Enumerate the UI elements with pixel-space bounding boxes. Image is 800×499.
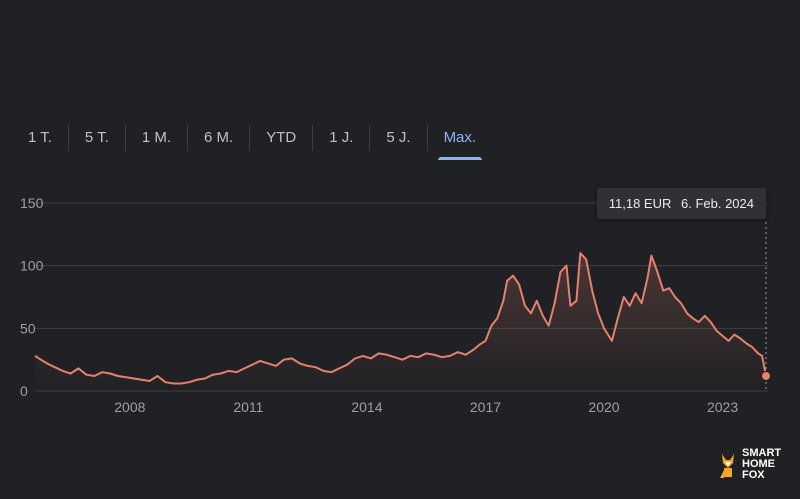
tab-range[interactable]: YTD: [266, 129, 297, 146]
logo-line-1: SMART: [742, 447, 782, 459]
price-tooltip: 11,18 EUR 6. Feb. 2024: [596, 188, 766, 219]
tab-range[interactable]: 5 J.: [386, 129, 411, 146]
logo-line-3: FOX: [742, 469, 765, 481]
smarthomefox-logo: SMART HOME FOX: [718, 448, 781, 481]
tooltip-date: 6. Feb. 2024: [681, 196, 754, 211]
tab-range[interactable]: 1 J.: [329, 129, 354, 146]
tab-separator: [67, 125, 69, 151]
tab-range[interactable]: 5 T.: [84, 129, 109, 146]
y-tick-label: 50: [20, 320, 36, 336]
x-tick-label: 2014: [351, 399, 382, 415]
logo-line-2: HOME: [742, 458, 775, 470]
x-tick-label: 2017: [470, 399, 501, 415]
x-tick-label: 2020: [588, 399, 619, 415]
tab-range[interactable]: 6 M.: [204, 129, 234, 146]
tab-range[interactable]: Max.: [428, 122, 493, 160]
x-tick-label: 2023: [707, 399, 738, 415]
tab-separator: [312, 125, 314, 151]
tab-separator: [249, 125, 251, 151]
tab-range[interactable]: 1 M.: [141, 129, 171, 146]
tab-separator: [426, 125, 428, 151]
tab-separator: [369, 125, 371, 151]
hover-point: [761, 370, 772, 381]
y-tick-label: 150: [20, 195, 44, 211]
tab-range[interactable]: 1 T.: [28, 129, 52, 146]
tooltip-price: 11,18 EUR: [608, 196, 672, 211]
tab-separator: [187, 125, 188, 151]
series-line: [34, 252, 767, 385]
fox-icon: [720, 453, 734, 478]
range-tabs: 1 T. 5 T. 1 M. 6 M. YTD 1 J. 5 J. Max.: [12, 122, 493, 160]
tab-separator: [124, 125, 126, 151]
series-area: [35, 253, 767, 391]
x-tick-label: 2008: [114, 399, 145, 415]
x-tick-label: 2011: [233, 399, 263, 415]
y-tick-label: 100: [20, 258, 44, 274]
y-tick-label: 0: [20, 383, 28, 399]
